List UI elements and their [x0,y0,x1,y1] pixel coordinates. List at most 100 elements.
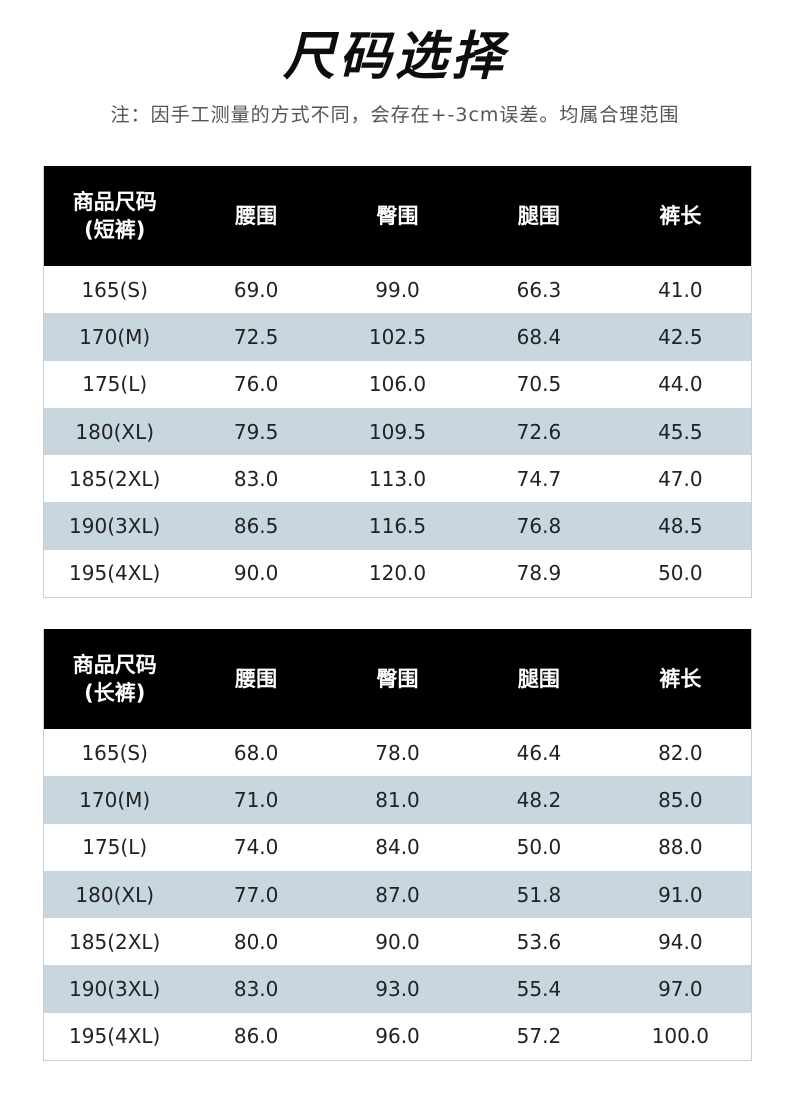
cell-thigh: 72.6 [516,419,562,444]
measurement-note: 注：因手工测量的方式不同，会存在+-3cm误差。均属合理范围 [110,104,680,126]
cell-size: 195(4XL) [69,561,161,586]
cell-hip: 84.0 [375,835,420,860]
header-size-label: 商品尺码 [72,653,157,677]
cell-waist: 74.0 [233,835,279,860]
header-size-label: 商品尺码 [72,190,157,214]
cell-thigh: 78.9 [516,561,562,586]
cell-hip: 90.0 [375,929,420,954]
cell-waist: 90.0 [233,561,279,586]
cell-hip: 87.0 [375,882,420,907]
cell-size: 170(M) [79,324,151,349]
table-row: 180(XL) 79.5 109.5 72.6 45.5 [44,407,751,456]
cell-size: 165(S) [81,740,148,765]
cell-thigh: 70.5 [516,372,562,397]
cell-size: 170(M) [79,787,151,812]
table-row: 190(3XL) 83.0 93.0 55.4 97.0 [44,965,751,1013]
header-length: 裤长 [659,667,702,691]
cell-hip: 102.5 [368,324,427,349]
size-table-trousers: 商品尺码 (长裤) 腰围 臀围 腿围 裤长 165(S) 68.0 78.0 46.4… [43,629,752,1062]
cell-length: 88.0 [658,835,703,860]
cell-size: 180(XL) [75,419,155,444]
cell-size: 175(L) [82,835,148,860]
cell-size: 185(2XL) [69,466,161,491]
cell-hip: 99.0 [375,277,420,302]
cell-waist: 79.5 [233,419,279,444]
cell-waist: 80.0 [233,929,279,954]
table-header: 商品尺码 (长裤) 腰围 臀围 腿围 裤长 [44,629,751,729]
header-waist: 腰围 [235,204,278,228]
cell-size: 190(3XL) [69,514,161,539]
cell-waist: 77.0 [233,882,279,907]
cell-thigh: 48.2 [516,787,562,812]
cell-size: 190(3XL) [69,977,161,1002]
table-row: 170(M) 71.0 81.0 48.2 85.0 [44,776,751,824]
table-row: 195(4XL) 90.0 120.0 78.9 50.0 [44,549,751,598]
cell-waist: 76.0 [233,372,279,397]
cell-hip: 106.0 [368,372,427,397]
table-row: 190(3XL) 86.5 116.5 76.8 48.5 [44,502,751,550]
cell-length: 42.5 [658,324,703,349]
cell-waist: 86.5 [233,514,279,539]
cell-waist: 71.0 [233,787,279,812]
header-size: 商品尺码 (长裤) [44,651,185,707]
table-header: 商品尺码 (短裤) 腰围 臀围 腿围 裤长 [44,166,751,266]
header-size: 商品尺码 (短裤) [44,188,185,244]
table-row: 180(XL) 77.0 87.0 51.8 91.0 [44,870,751,919]
cell-length: 44.0 [658,372,703,397]
cell-hip: 96.0 [375,1024,420,1049]
table-row: 170(M) 72.5 102.5 68.4 42.5 [44,313,751,361]
header-hip: 臀围 [376,667,419,691]
table-row: 185(2XL) 80.0 90.0 53.6 94.0 [44,918,751,966]
cell-thigh: 68.4 [516,324,562,349]
cell-length: 82.0 [658,740,703,765]
header-size-type: (短裤) [84,218,146,242]
cell-length: 91.0 [658,882,703,907]
header-hip: 臀围 [376,204,419,228]
header-size-type: (长裤) [84,681,146,705]
cell-waist: 68.0 [233,740,279,765]
cell-thigh: 66.3 [516,277,562,302]
cell-hip: 78.0 [375,740,420,765]
cell-thigh: 57.2 [516,1024,562,1049]
cell-thigh: 76.8 [516,514,562,539]
cell-waist: 83.0 [233,466,279,491]
table-row: 165(S) 69.0 99.0 66.3 41.0 [44,266,751,314]
cell-size: 165(S) [81,277,148,302]
cell-thigh: 74.7 [516,466,562,491]
cell-thigh: 50.0 [516,835,562,860]
table-row: 195(4XL) 86.0 96.0 57.2 100.0 [44,1012,751,1061]
cell-thigh: 55.4 [516,977,562,1002]
cell-hip: 116.5 [368,514,427,539]
table-row: 175(L) 74.0 84.0 50.0 88.0 [44,823,751,871]
cell-length: 100.0 [651,1024,709,1049]
header-thigh: 腿围 [517,204,560,228]
cell-hip: 109.5 [368,419,427,444]
cell-length: 41.0 [658,277,703,302]
header-thigh: 腿围 [517,667,560,691]
cell-waist: 86.0 [233,1024,279,1049]
cell-length: 50.0 [658,561,703,586]
header-waist: 腰围 [235,667,278,691]
cell-size: 195(4XL) [69,1024,161,1049]
table-row: 185(2XL) 83.0 113.0 74.7 47.0 [44,455,751,503]
cell-length: 48.5 [658,514,703,539]
size-table-shorts: 商品尺码 (短裤) 腰围 臀围 腿围 裤长 165(S) 69.0 99.0 66.3… [43,166,752,599]
cell-length: 97.0 [658,977,703,1002]
cell-length: 94.0 [658,929,703,954]
cell-length: 85.0 [658,787,703,812]
page-title: 尺码选择 [282,26,507,87]
header-length: 裤长 [659,204,702,228]
cell-hip: 93.0 [375,977,420,1002]
cell-length: 45.5 [658,419,703,444]
cell-hip: 113.0 [368,466,427,491]
cell-size: 185(2XL) [69,929,161,954]
cell-thigh: 51.8 [516,882,562,907]
table-body: 165(S) 69.0 99.0 66.3 41.0 170(M) 72.5 102.5 68.… [44,266,751,598]
cell-size: 175(L) [82,372,148,397]
cell-thigh: 46.4 [516,740,562,765]
cell-hip: 81.0 [375,787,420,812]
cell-length: 47.0 [658,466,703,491]
cell-waist: 72.5 [233,324,279,349]
table-row: 175(L) 76.0 106.0 70.5 44.0 [44,360,751,408]
